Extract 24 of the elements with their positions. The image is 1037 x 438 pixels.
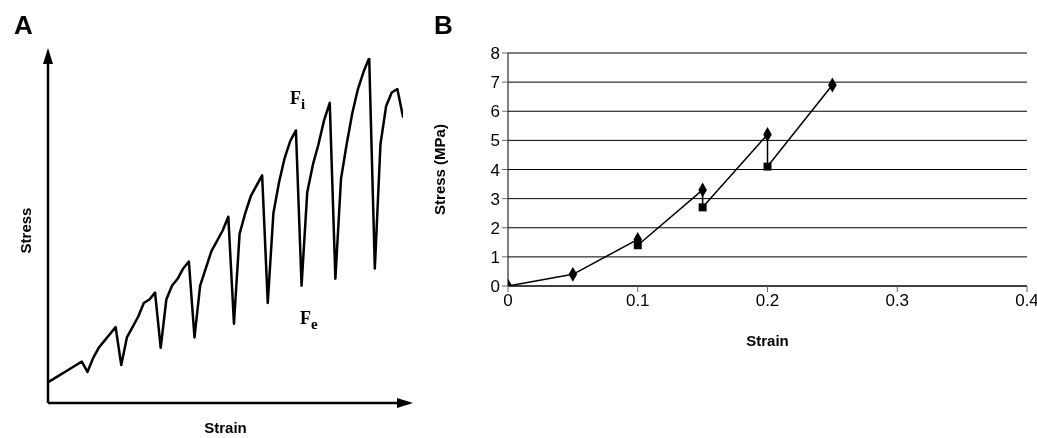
y-tick-label: 7 <box>490 73 500 93</box>
y-tick-label: 3 <box>490 189 500 209</box>
x-axis-title: Strain <box>746 332 789 349</box>
y-axis-title: Stress <box>17 207 35 254</box>
annotation: F$_{e}$ <box>300 308 318 333</box>
annotation: F$_{i}$ <box>290 88 306 113</box>
chart-title: B <box>434 10 453 41</box>
y-tick-label: 6 <box>490 102 500 122</box>
y-tick-label: 4 <box>490 160 500 180</box>
x-axis-title: Strain <box>204 419 247 436</box>
point <box>763 162 772 171</box>
y-axis-title: Stress (MPa) <box>431 124 449 215</box>
y-tick-label: 5 <box>490 131 500 151</box>
x-tick-label: 0.2 <box>755 291 780 311</box>
y-tick-label: 0 <box>490 277 500 297</box>
x-tick-label: 0 <box>503 291 513 311</box>
x-tick-label: 0.3 <box>885 291 910 311</box>
y-tick-label: 8 <box>490 44 500 64</box>
point <box>633 241 642 250</box>
chart-title: A <box>14 10 33 41</box>
y-tick-label: 1 <box>490 247 500 267</box>
point <box>698 203 707 212</box>
x-tick-label: 0.1 <box>625 291 650 311</box>
y-tick-label: 2 <box>490 218 500 238</box>
